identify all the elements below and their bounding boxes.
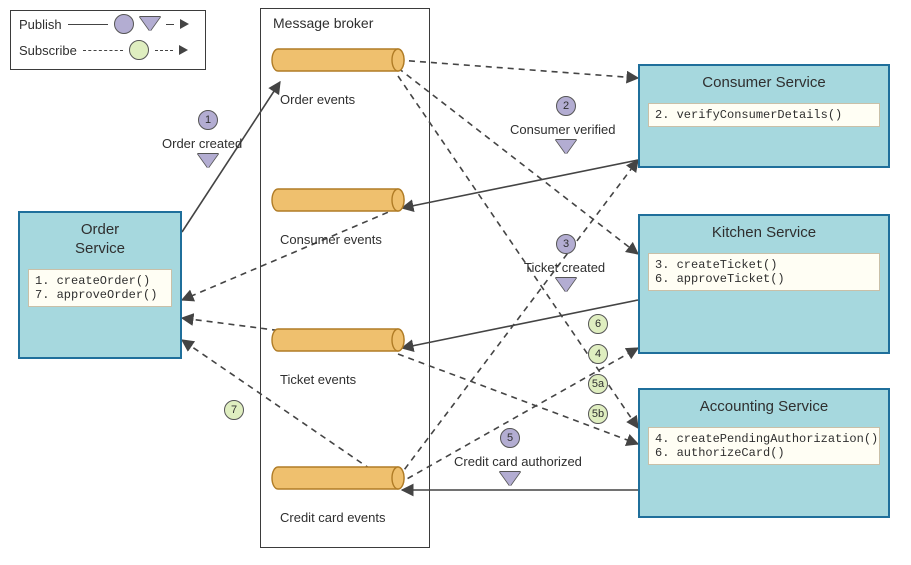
consumer-service: Consumer Service 2. verifyConsumerDetail… — [638, 64, 890, 168]
step-triangle-3 — [556, 278, 576, 292]
legend-arrowline — [166, 24, 174, 25]
accounting-service-title: Accounting Service — [648, 398, 880, 417]
step-label-5: Credit card authorized — [454, 454, 582, 469]
consumer-service-methods: 2. verifyConsumerDetails() — [648, 103, 880, 127]
order-service-title: Order Service — [28, 221, 172, 259]
accounting-service: Accounting Service 4. createPendingAutho… — [638, 388, 890, 518]
step-badge-7: 7 — [224, 400, 244, 420]
arrowhead-icon — [180, 19, 189, 29]
step-triangle-1 — [198, 154, 218, 168]
arrow-2 — [398, 68, 638, 254]
step-badge-3: 3 — [556, 234, 576, 254]
consumer-service-title: Consumer Service — [648, 74, 880, 93]
order-service-methods: 1. createOrder() 7. approveOrder() — [28, 269, 172, 307]
arrow-8 — [398, 354, 638, 444]
step-label-1: Order created — [162, 136, 242, 151]
step-label-3: Ticket created — [524, 260, 605, 275]
legend-subscribe-row: Subscribe — [11, 37, 205, 63]
legend-publish-row: Publish — [11, 11, 205, 37]
legend: Publish Subscribe — [10, 10, 206, 70]
channel-label-consumer: Consumer events — [280, 232, 382, 247]
accounting-service-methods: 4. createPendingAuthorization() 6. autho… — [648, 427, 880, 465]
legend-dashed-line — [83, 50, 123, 51]
step-label-2: Consumer verified — [510, 122, 616, 137]
step-triangle-5 — [500, 472, 520, 486]
step-badge-5a: 5a — [588, 374, 608, 394]
message-broker-title: Message broker — [273, 15, 373, 31]
order-service: Order Service 1. createOrder() 7. approv… — [18, 211, 182, 359]
legend-publish-label: Publish — [19, 17, 62, 32]
channel-label-order: Order events — [280, 92, 355, 107]
legend-solid-line — [68, 24, 108, 25]
channel-label-creditcard: Credit card events — [280, 510, 386, 525]
step-badge-6: 6 — [588, 314, 608, 334]
step-badge-5: 5 — [500, 428, 520, 448]
kitchen-service: Kitchen Service 3. createTicket() 6. app… — [638, 214, 890, 354]
publish-circle-icon — [114, 14, 134, 34]
channel-label-ticket: Ticket events — [280, 372, 356, 387]
arrowhead-icon — [179, 45, 188, 55]
step-triangle-2 — [556, 140, 576, 154]
publish-triangle-icon — [140, 17, 160, 31]
step-badge-5b: 5b — [588, 404, 608, 424]
message-broker: Message broker — [260, 8, 430, 548]
arrow-4 — [402, 160, 638, 208]
legend-subscribe-label: Subscribe — [19, 43, 77, 58]
kitchen-service-title: Kitchen Service — [648, 224, 880, 243]
subscribe-circle-icon — [129, 40, 149, 60]
step-badge-2: 2 — [556, 96, 576, 116]
kitchen-service-methods: 3. createTicket() 6. approveTicket() — [648, 253, 880, 291]
arrow-1 — [398, 60, 638, 78]
step-badge-1: 1 — [198, 110, 218, 130]
legend-arrowline-dashed — [155, 50, 173, 51]
step-badge-4: 4 — [588, 344, 608, 364]
